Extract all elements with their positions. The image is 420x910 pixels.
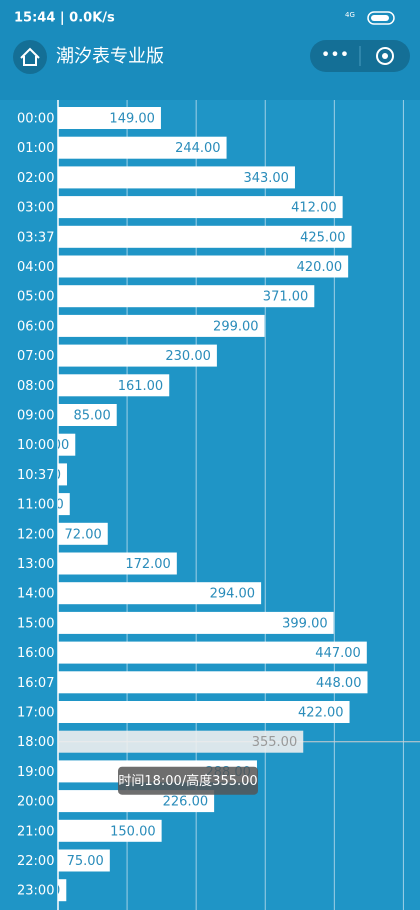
value-label: 422.00 xyxy=(298,706,344,721)
home-button[interactable] xyxy=(13,40,47,74)
value-label: 161.00 xyxy=(118,379,164,394)
value-label: 226.00 xyxy=(163,795,209,810)
value-label: 448.00 xyxy=(316,676,362,691)
bar xyxy=(58,790,215,813)
value-label: 72.00 xyxy=(65,527,102,542)
bar xyxy=(58,344,217,367)
value-label: 25.00 xyxy=(32,438,69,453)
value-label: 371.00 xyxy=(263,290,309,305)
category-label: 01:00 xyxy=(17,141,54,156)
value-label: 412.00 xyxy=(291,201,337,216)
battery-level xyxy=(371,15,389,21)
category-label: 02:00 xyxy=(17,171,54,186)
categories: 00:00 01:00 02:00 03:00 03:37 04:00 05:00 06:00… xyxy=(17,112,54,899)
category-label: 16:00 xyxy=(17,646,54,661)
bar xyxy=(58,522,108,545)
category-label: 19:00 xyxy=(17,765,54,780)
bar xyxy=(58,136,227,159)
category-label: 11:00 xyxy=(17,498,54,513)
bar xyxy=(58,255,349,278)
close-button[interactable] xyxy=(376,47,394,65)
category-label: 06:00 xyxy=(17,319,54,334)
menu-dots[interactable]: ••• xyxy=(321,45,349,64)
value-label: 244.00 xyxy=(175,141,221,156)
value-label: 150.00 xyxy=(110,824,156,839)
bar xyxy=(58,285,315,308)
bar xyxy=(58,701,350,723)
bar xyxy=(58,611,334,634)
bar xyxy=(58,671,368,694)
category-label: 13:00 xyxy=(17,557,54,572)
tooltip-text: 时间18:00/高度355.00 xyxy=(118,773,257,789)
category-label: 17:00 xyxy=(17,706,54,721)
bar xyxy=(58,582,262,605)
value-label: 399.00 xyxy=(282,616,328,631)
bar xyxy=(58,166,295,189)
category-label: 21:00 xyxy=(17,824,54,839)
status-network: 4G xyxy=(345,11,355,19)
value-label: 355.00 xyxy=(252,735,298,750)
bar xyxy=(58,314,265,337)
value-label: 230.00 xyxy=(165,349,211,364)
category-label: 07:00 xyxy=(17,349,54,364)
bar xyxy=(58,404,117,426)
category-label: 09:00 xyxy=(17,409,54,424)
bar xyxy=(58,374,170,397)
value-label: 13.00 xyxy=(24,468,61,483)
battery xyxy=(367,11,395,25)
tooltip-layer: 时间18:00/高度355.00 xyxy=(118,766,258,795)
bar xyxy=(58,196,343,219)
category-label: 10:37 xyxy=(17,468,54,483)
category-label: 20:00 xyxy=(17,795,54,810)
bar xyxy=(58,819,162,842)
category-label: 03:37 xyxy=(17,230,54,245)
value-label: 420.00 xyxy=(297,260,343,275)
category-label: 15:00 xyxy=(17,616,54,631)
value-label: 17.00 xyxy=(27,498,64,513)
bar xyxy=(58,433,76,456)
category-label: 16:07 xyxy=(17,676,54,691)
bar xyxy=(58,730,304,753)
value-label: 75.00 xyxy=(67,854,104,869)
close-dot xyxy=(382,53,388,59)
category-label: 12:00 xyxy=(17,527,54,542)
category-label: 03:00 xyxy=(17,201,54,216)
category-label: 00:00 xyxy=(17,112,54,127)
value-label: 149.00 xyxy=(109,112,155,127)
bar xyxy=(58,107,161,129)
category-label: 23:00 xyxy=(17,884,54,899)
tooltip-box xyxy=(118,766,258,795)
header-title: 潮汐表专业版 xyxy=(56,46,164,67)
bar xyxy=(58,552,177,575)
status-time: 15:44 | 0.0K/s xyxy=(14,11,115,26)
category-label: 22:00 xyxy=(17,854,54,869)
value-label: 85.00 xyxy=(74,409,111,424)
bar xyxy=(58,493,70,516)
value-label: 447.00 xyxy=(315,646,361,661)
bar xyxy=(58,849,110,872)
value-label: 294.00 xyxy=(210,587,256,602)
bar xyxy=(58,225,352,248)
bar xyxy=(58,879,67,902)
category-label: 04:00 xyxy=(17,260,54,275)
category-label: 05:00 xyxy=(17,290,54,305)
value-label: 172.00 xyxy=(125,557,171,572)
value-label: 425.00 xyxy=(300,230,346,245)
bar xyxy=(58,641,367,664)
value-label: 343.00 xyxy=(243,171,289,186)
category-label: 10:00 xyxy=(17,438,54,453)
category-label: 14:00 xyxy=(17,587,54,602)
category-label: 08:00 xyxy=(17,379,54,394)
value-label: 12.00 xyxy=(23,884,60,899)
category-label: 18:00 xyxy=(17,735,54,750)
home-icon xyxy=(20,47,40,66)
bar xyxy=(58,463,67,486)
value-label: 299.00 xyxy=(213,319,259,334)
